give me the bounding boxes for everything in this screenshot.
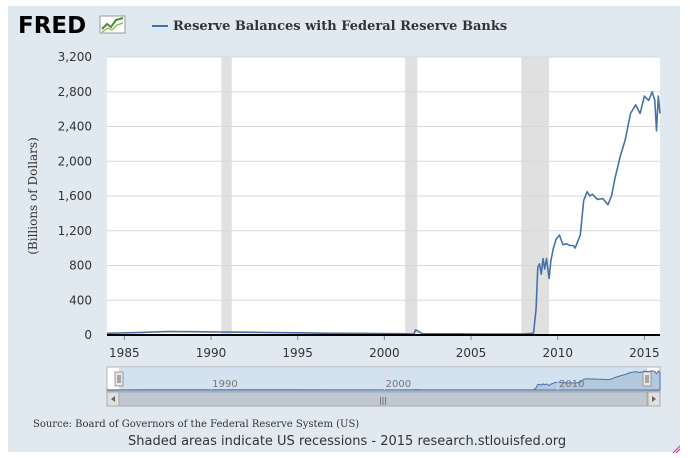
navigator-tick-label: 2010 xyxy=(559,379,584,390)
x-tick-label: 1985 xyxy=(109,346,140,360)
legend-label: Reserve Balances with Federal Reserve Ba… xyxy=(173,18,508,34)
resize-handle-icon[interactable] xyxy=(671,444,681,454)
x-tick-label: 2005 xyxy=(456,346,487,360)
recession-note: Shaded areas indicate US recessions - 20… xyxy=(128,434,567,449)
navigator-tick-label: 1990 xyxy=(212,379,237,390)
navigator-tick-label: 2000 xyxy=(386,379,411,390)
y-tick-label: 2,800 xyxy=(58,85,92,99)
legend[interactable]: Reserve Balances with Federal Reserve Ba… xyxy=(152,17,507,35)
x-tick-label: 1990 xyxy=(196,346,227,360)
arrow-left-icon xyxy=(111,396,115,402)
x-tick-label: 2010 xyxy=(542,346,573,360)
y-axis-label: (Billions of Dollars) xyxy=(26,137,40,255)
x-tick-label: 2015 xyxy=(629,346,660,360)
scrollbar-grip: ||| xyxy=(379,396,387,405)
y-tick-label: 2,400 xyxy=(58,120,92,134)
source-note: Source: Board of Governors of the Federa… xyxy=(33,419,360,430)
navigator-tick-labels: 1990 2000 2010 xyxy=(210,368,584,390)
x-tick-label: 2000 xyxy=(369,346,400,360)
navigator-handle-right[interactable] xyxy=(642,371,652,387)
y-tick-label: 0 xyxy=(84,328,92,342)
line-chart-icon xyxy=(99,15,126,34)
scroll-right-button[interactable] xyxy=(647,391,661,407)
series-line xyxy=(106,91,661,335)
y-tick-label: 2,000 xyxy=(58,154,92,168)
y-tick-label: 3,200 xyxy=(58,50,92,64)
scroll-left-button[interactable] xyxy=(106,391,120,407)
y-tick-label: 1,600 xyxy=(58,189,92,203)
y-tick-labels: 0 400 800 1,200 1,600 2,000 2,400 2,800 3,200 xyxy=(58,50,92,342)
fred-logo: FRED xyxy=(18,13,87,39)
arrow-right-icon xyxy=(652,396,656,402)
y-tick-label: 1,200 xyxy=(58,224,92,238)
navigator-handle-left[interactable] xyxy=(114,371,124,387)
x-tick-label: 1995 xyxy=(282,346,313,360)
legend-swatch xyxy=(152,25,168,27)
y-tick-label: 800 xyxy=(69,259,92,273)
y-tick-label: 400 xyxy=(69,293,92,307)
x-tick-labels: 1985 1990 1995 2000 2005 2010 2015 xyxy=(109,335,660,360)
